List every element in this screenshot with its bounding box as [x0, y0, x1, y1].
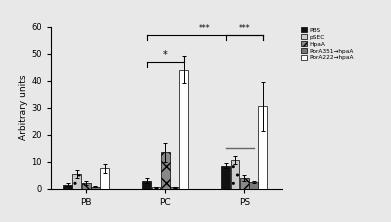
- Text: ***: ***: [199, 24, 211, 33]
- Bar: [72, 174, 81, 189]
- Bar: [231, 160, 239, 189]
- Bar: [179, 70, 188, 189]
- Text: *: *: [163, 50, 168, 60]
- Text: ***: ***: [239, 24, 250, 33]
- Bar: [82, 183, 91, 189]
- Y-axis label: Arbitrary units: Arbitrary units: [20, 75, 29, 141]
- Bar: [63, 185, 72, 189]
- Bar: [142, 181, 151, 189]
- Bar: [258, 106, 267, 189]
- Bar: [170, 187, 179, 189]
- Bar: [249, 182, 258, 189]
- Bar: [100, 168, 109, 189]
- Bar: [152, 187, 160, 189]
- Legend: PBS, pSEC, HpaA, PorA351→hpaA, PorA222→hpaA: PBS, pSEC, HpaA, PorA351→hpaA, PorA222→h…: [300, 26, 355, 62]
- Bar: [221, 166, 230, 189]
- Bar: [240, 178, 249, 189]
- Bar: [91, 186, 100, 189]
- Bar: [161, 152, 170, 189]
